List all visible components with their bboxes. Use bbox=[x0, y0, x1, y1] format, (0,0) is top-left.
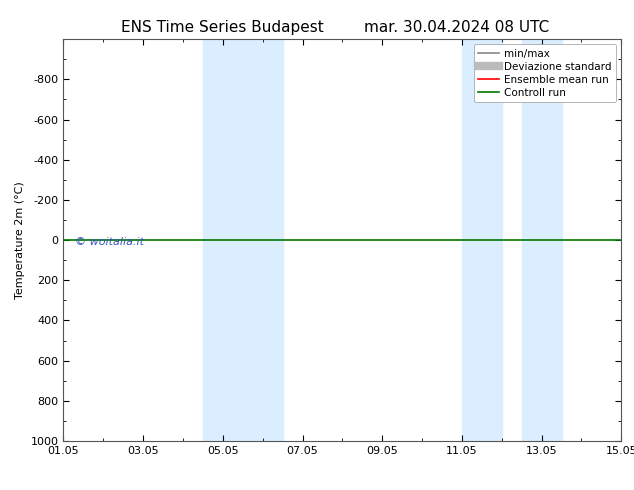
Text: mar. 30.04.2024 08 UTC: mar. 30.04.2024 08 UTC bbox=[364, 20, 549, 35]
Y-axis label: Temperature 2m (°C): Temperature 2m (°C) bbox=[15, 181, 25, 299]
Text: © woitalia.it: © woitalia.it bbox=[75, 237, 143, 247]
Bar bbox=[203, 39, 243, 441]
Bar bbox=[462, 39, 501, 441]
Bar bbox=[522, 39, 562, 441]
Text: ENS Time Series Budapest: ENS Time Series Budapest bbox=[120, 20, 323, 35]
Legend: min/max, Deviazione standard, Ensemble mean run, Controll run: min/max, Deviazione standard, Ensemble m… bbox=[474, 45, 616, 102]
Bar bbox=[243, 39, 283, 441]
